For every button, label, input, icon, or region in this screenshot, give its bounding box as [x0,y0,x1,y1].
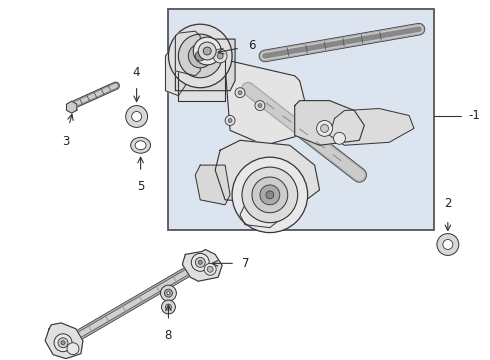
Polygon shape [329,109,414,145]
Circle shape [161,285,176,301]
Circle shape [191,253,209,271]
Circle shape [266,191,274,199]
Circle shape [204,264,216,275]
Text: 5: 5 [137,180,144,193]
Circle shape [238,91,242,95]
Circle shape [58,338,68,348]
Polygon shape [294,100,365,145]
Circle shape [260,185,280,205]
Circle shape [232,157,308,233]
Circle shape [166,304,171,310]
Polygon shape [178,56,225,100]
Circle shape [213,49,227,63]
Circle shape [67,343,79,355]
Circle shape [61,341,65,345]
Polygon shape [175,39,235,91]
Circle shape [334,132,345,144]
Circle shape [178,34,222,78]
Polygon shape [175,31,200,76]
Circle shape [258,104,262,108]
Text: 2: 2 [444,197,452,210]
Polygon shape [225,61,305,145]
Polygon shape [166,46,185,96]
Circle shape [188,44,212,68]
Circle shape [225,116,235,125]
Circle shape [169,24,232,88]
Circle shape [196,51,205,61]
Circle shape [198,260,202,264]
Circle shape [207,266,213,272]
Text: 4: 4 [133,66,140,79]
Circle shape [162,300,175,314]
Polygon shape [196,165,230,205]
Circle shape [54,334,72,352]
Text: 3: 3 [62,135,70,148]
Circle shape [196,257,205,267]
Circle shape [252,177,288,213]
Circle shape [437,234,459,255]
Circle shape [167,292,170,294]
Circle shape [317,121,333,136]
Text: -1: -1 [469,109,481,122]
Circle shape [235,88,245,98]
Circle shape [443,239,453,249]
Circle shape [255,100,265,111]
Polygon shape [240,205,280,228]
Polygon shape [215,140,319,205]
Text: 7: 7 [242,257,249,270]
Circle shape [217,53,223,59]
Polygon shape [182,249,222,281]
Circle shape [165,289,172,297]
Polygon shape [45,323,83,359]
Circle shape [132,112,142,121]
Circle shape [198,42,216,60]
Text: 6: 6 [248,39,255,51]
Circle shape [320,125,328,132]
Polygon shape [67,101,77,113]
Ellipse shape [131,137,150,153]
Circle shape [242,167,298,223]
Bar [169,9,434,230]
Text: 8: 8 [165,329,172,342]
Circle shape [193,37,221,65]
Circle shape [203,47,211,55]
Circle shape [125,105,147,127]
Circle shape [228,118,232,122]
Ellipse shape [135,141,146,150]
